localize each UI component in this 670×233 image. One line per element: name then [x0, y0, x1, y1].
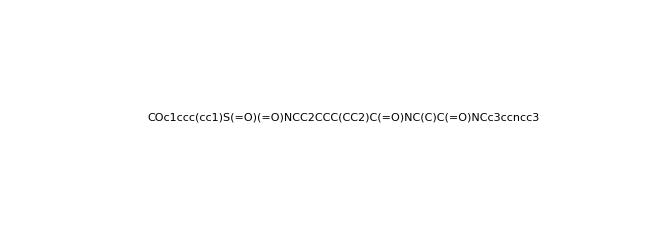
Text: COc1ccc(cc1)S(=O)(=O)NCC2CCC(CC2)C(=O)NC(C)C(=O)NCc3ccncc3: COc1ccc(cc1)S(=O)(=O)NCC2CCC(CC2)C(=O)NC…	[147, 113, 539, 123]
